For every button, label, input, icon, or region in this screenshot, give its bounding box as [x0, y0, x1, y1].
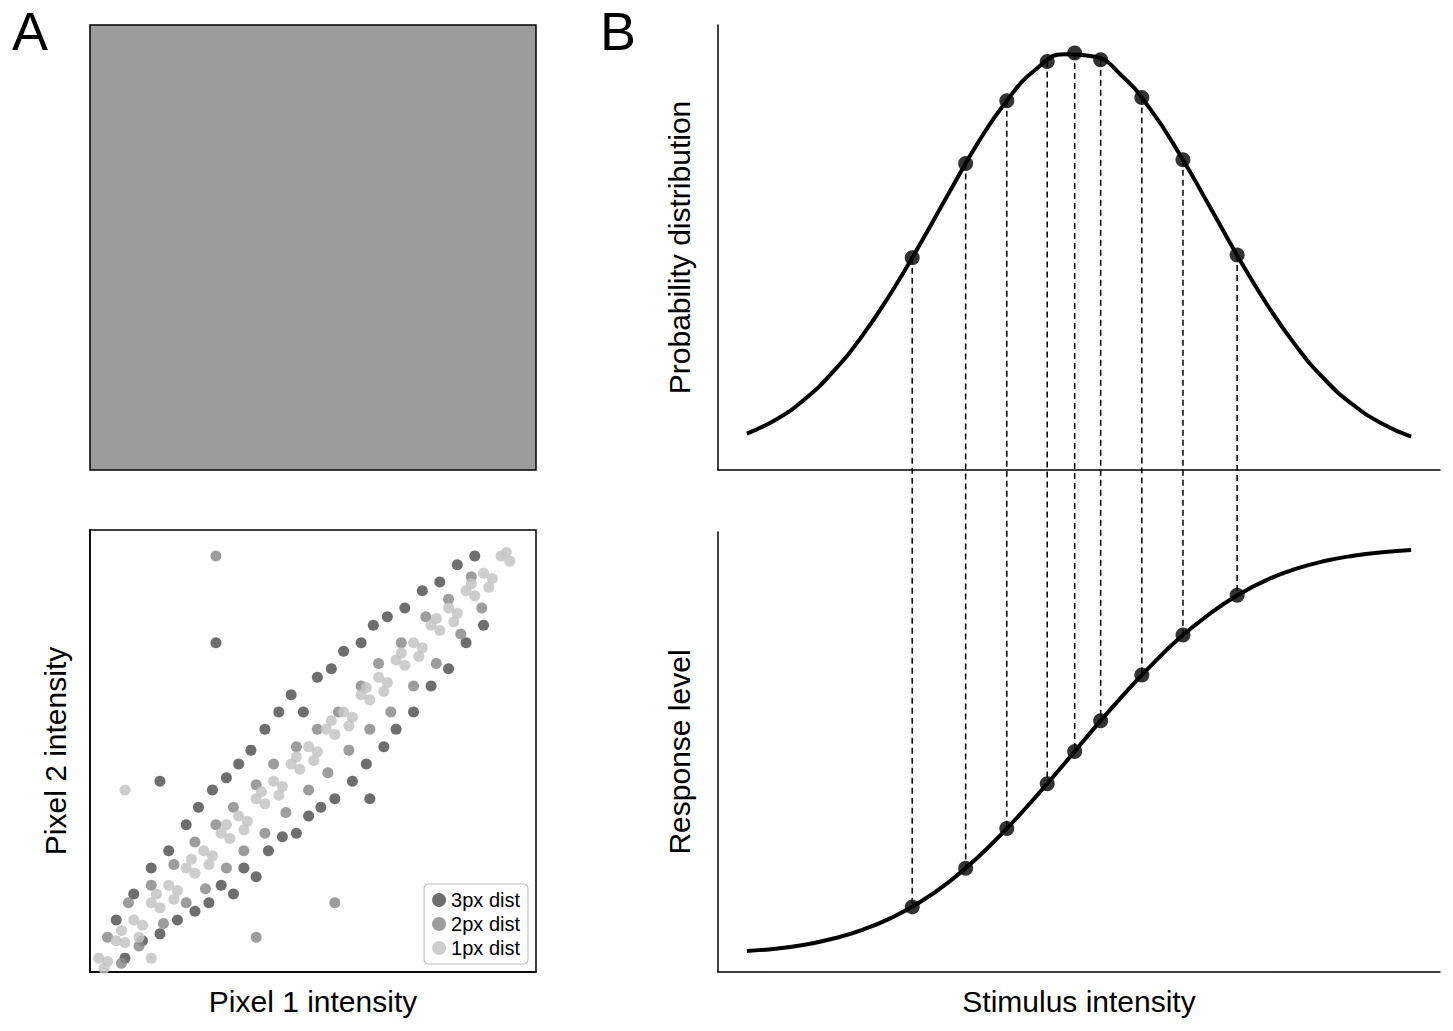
- svg-text:B: B: [600, 1, 636, 61]
- svg-text:Pixel 2 intensity: Pixel 2 intensity: [39, 647, 72, 855]
- svg-text:Stimulus intensity: Stimulus intensity: [962, 985, 1195, 1018]
- svg-text:A: A: [12, 1, 48, 61]
- svg-text:Probability distribution: Probability distribution: [663, 101, 696, 394]
- svg-text:Pixel 1 intensity: Pixel 1 intensity: [209, 985, 417, 1018]
- svg-text:1px dist: 1px dist: [451, 937, 520, 959]
- svg-text:3px dist: 3px dist: [451, 889, 520, 911]
- svg-text:2px dist: 2px dist: [451, 913, 520, 935]
- svg-text:Response level: Response level: [663, 649, 696, 854]
